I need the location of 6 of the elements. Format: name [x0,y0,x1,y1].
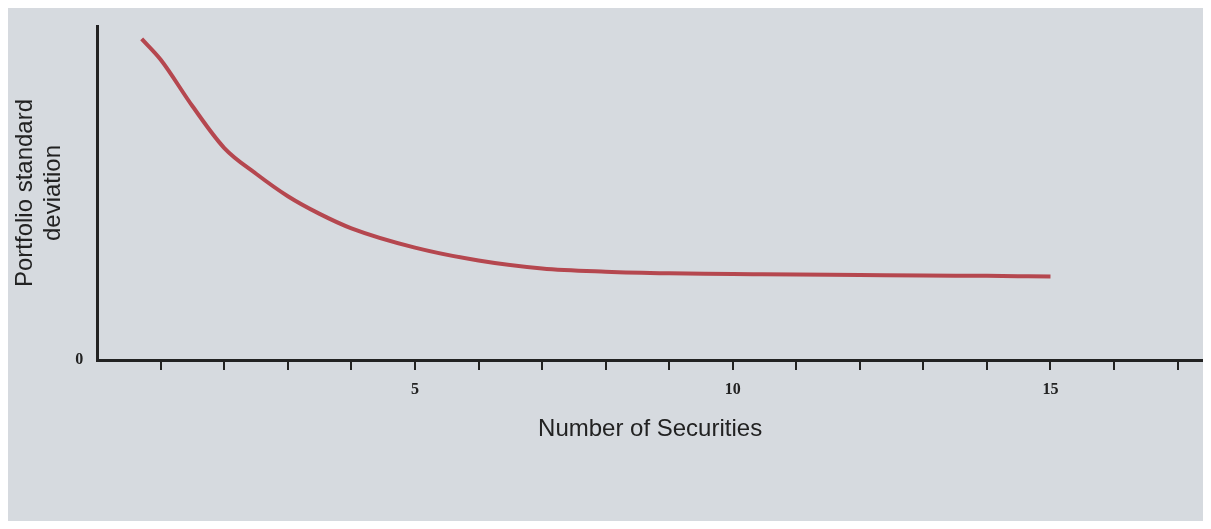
x-tick-label: 5 [410,379,419,397]
x-tick-label: 10 [724,379,741,397]
x-tick-label: 15 [1042,379,1059,397]
text: 0 [75,350,84,368]
y-axis-title: Portfolio standard deviation [10,98,66,288]
x-axis-title: Number of Securities [538,414,763,442]
